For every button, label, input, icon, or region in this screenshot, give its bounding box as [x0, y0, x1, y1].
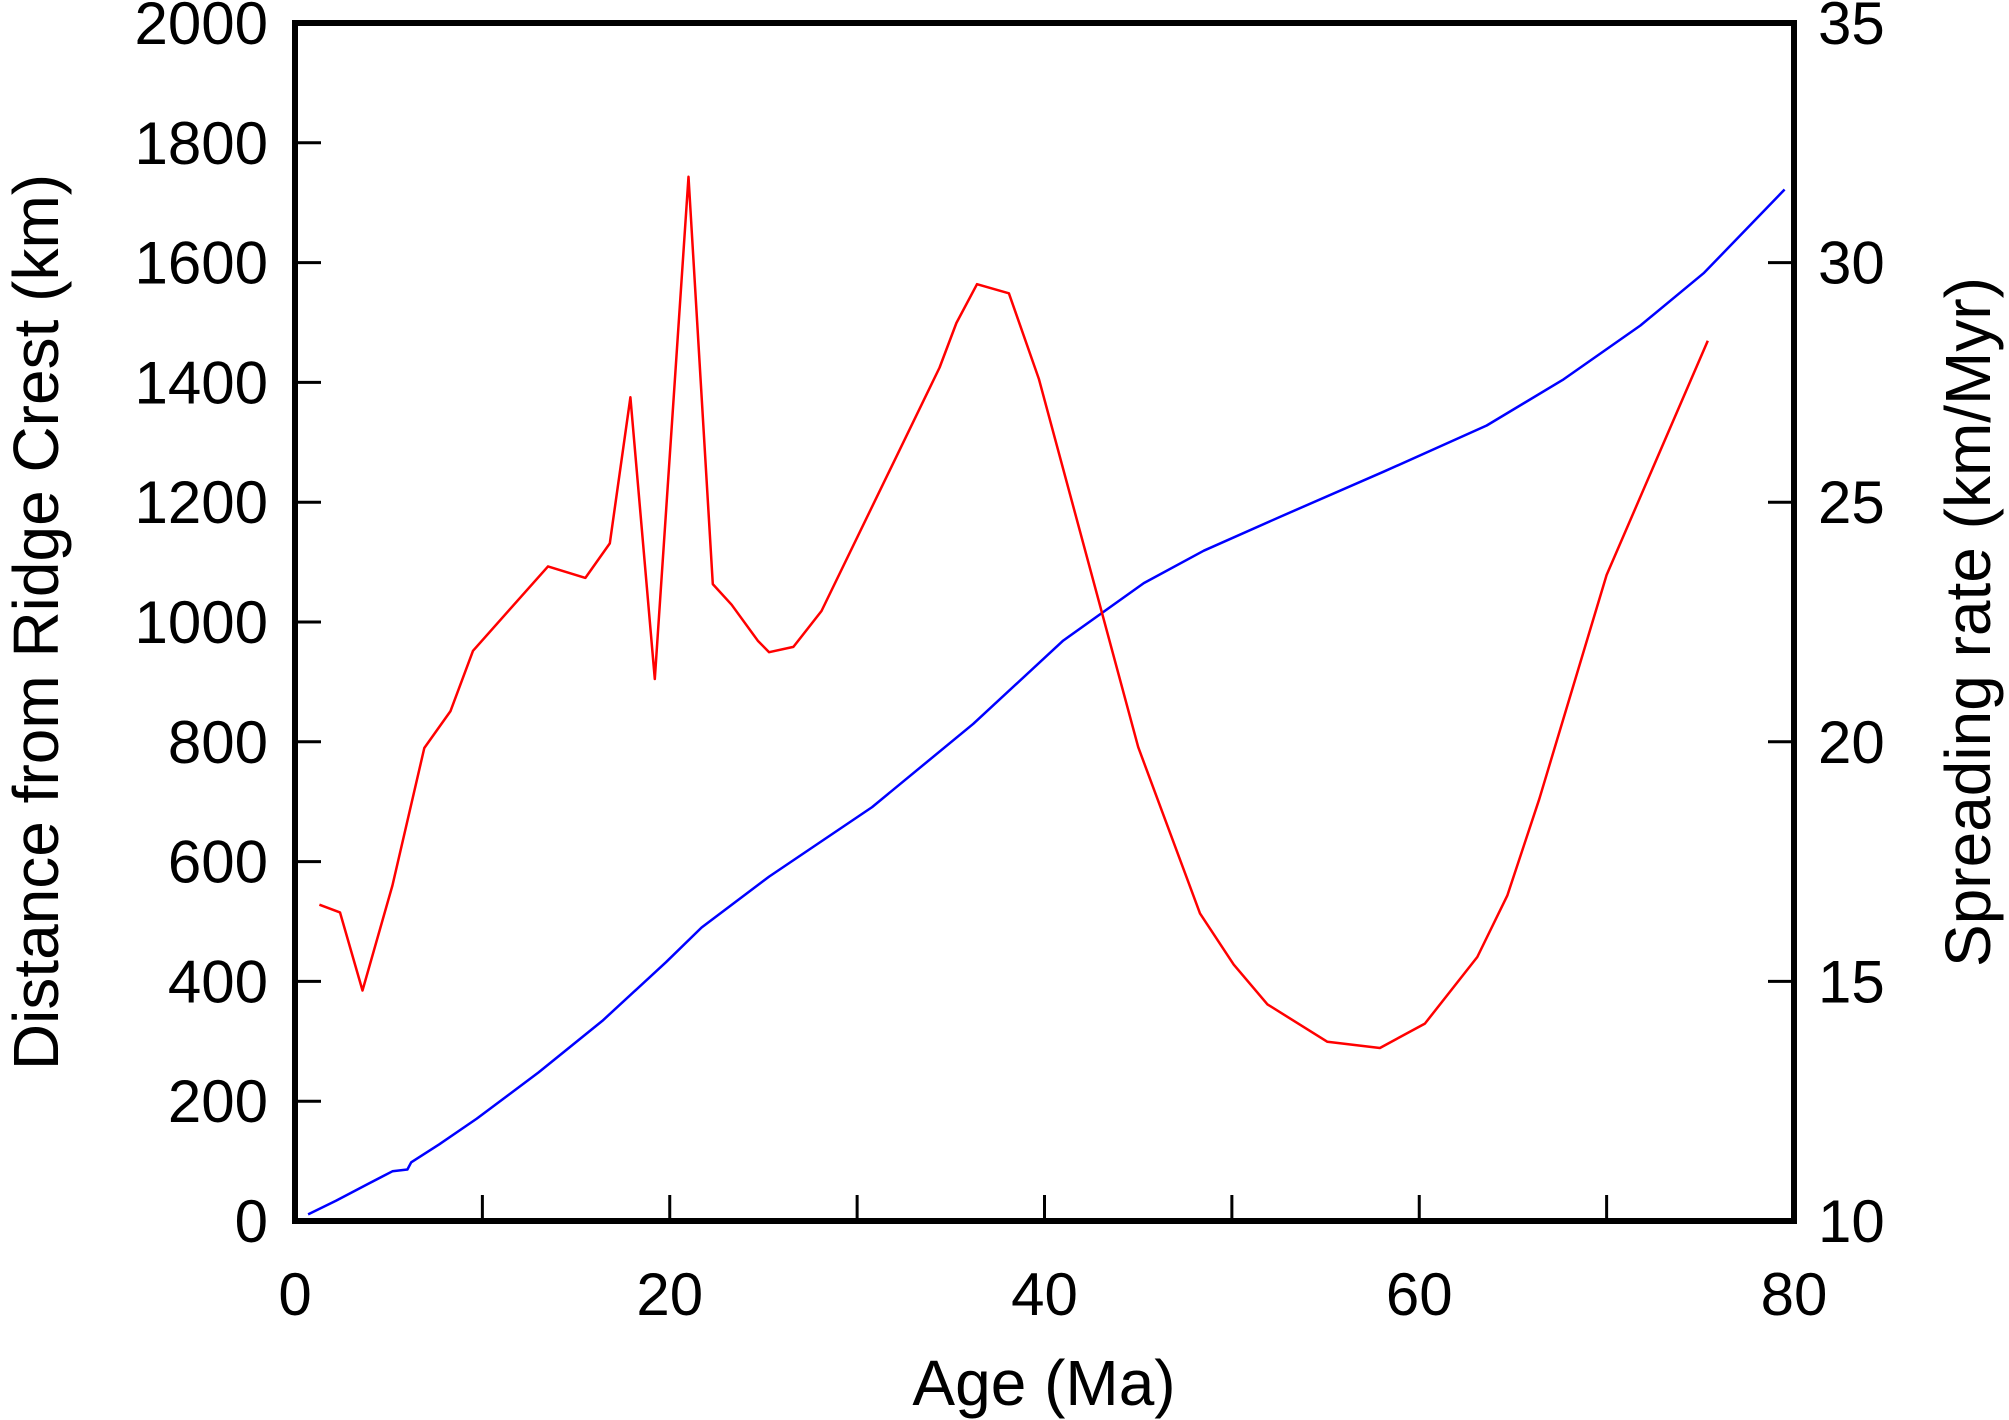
y-left-tick-label: 1400 [135, 349, 268, 416]
y-left-tick-label: 0 [235, 1188, 268, 1255]
y-axis-left-label: Distance from Ridge Crest (km) [0, 174, 72, 1070]
y-left-tick-label: 600 [168, 829, 268, 896]
x-tick-label: 60 [1386, 1261, 1453, 1328]
y-right-tick-label: 30 [1818, 230, 1885, 297]
distance-series-line [307, 188, 1786, 1216]
y-axis-right-label: Spreading rate (km/Myr) [1932, 277, 2004, 967]
x-tick-label: 20 [636, 1261, 703, 1328]
y-left-tick-label: 1000 [135, 589, 268, 656]
y-left-tick-label: 200 [168, 1068, 268, 1135]
y-left-tick-label: 2000 [135, 0, 268, 57]
y-left-tick-label: 800 [168, 709, 268, 776]
x-tick-label: 40 [1011, 1261, 1078, 1328]
x-tick-label: 0 [278, 1261, 311, 1328]
y-left-tick-label: 1600 [135, 230, 268, 297]
y-right-tick-label: 10 [1818, 1188, 1885, 1255]
y-right-tick-label: 15 [1818, 948, 1885, 1015]
y-left-tick-label: 400 [168, 948, 268, 1015]
y-right-tick-label: 20 [1818, 709, 1885, 776]
spreading-rate-series-line [318, 175, 1709, 1050]
y-left-tick-label: 1200 [135, 469, 268, 536]
x-axis-label: Age (Ma) [912, 1347, 1175, 1419]
plot-frame [292, 20, 1797, 1224]
y-right-tick-label: 25 [1818, 469, 1885, 536]
y-left-tick-label: 1800 [135, 110, 268, 177]
y-right-tick-label: 35 [1818, 0, 1885, 57]
x-tick-label: 80 [1761, 1261, 1828, 1328]
